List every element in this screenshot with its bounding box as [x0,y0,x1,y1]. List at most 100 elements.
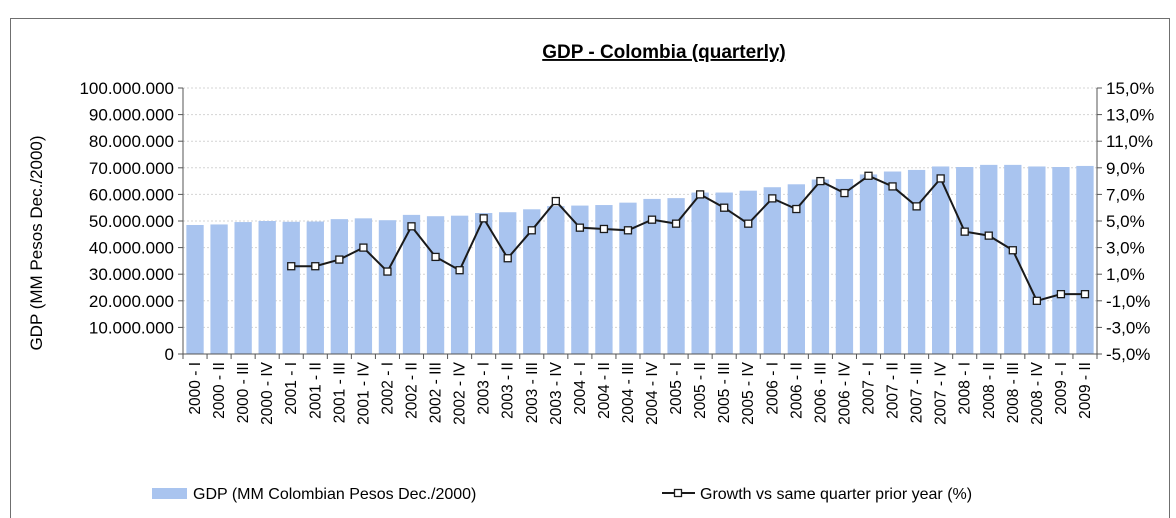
growth-point [503,254,512,263]
gdp-bar [859,174,878,354]
x-tick-label: 2001 - IV [355,361,372,425]
growth-point [335,255,344,264]
x-tick-label: 2003 - II [500,362,517,419]
left-y-ticks: 0 10.000.000 20.000.000 30.000.000 40.000.00… [79,79,183,364]
gdp-bar [1052,167,1070,354]
growth-point [888,182,897,191]
x-tick-label: 2007 - II [885,362,902,419]
legend-marker-growth [673,488,683,498]
right-y-ticks: -5,0% -3,0% -1,0% 1,0% 3,0% 5,0% 7,0% 9,0% 11,0%… [1097,79,1154,364]
gdp-bar [956,167,974,354]
x-tick-label: 2006 - I [764,362,781,415]
x-ticks: 2000 - I 2000 - II 2000 - III 2000 - IV 2001… [182,354,1098,425]
growth-point [1032,296,1042,305]
left-tick-label: 30.000.000 [89,265,174,284]
x-tick-label: 2001 - II [307,362,324,419]
growth-point [1080,289,1090,299]
x-tick-label: 2004 - IV [644,361,661,425]
legend-swatch-gdp [152,488,187,499]
x-tick-label: 2005 - I [668,362,685,415]
x-tick-label: 2008 - III [1005,362,1022,423]
gdp-bar [691,192,709,354]
right-tick-label: 13,0% [1106,106,1154,125]
growth-point [720,203,729,212]
growth-point [695,190,705,199]
growth-point [407,222,416,231]
gdp-bar [835,178,854,354]
growth-polyline [291,174,1085,302]
left-tick-label: 90.000.000 [89,106,174,125]
gdp-bar [763,187,781,354]
x-tick-label: 2008 - I [957,362,974,415]
gdp-bar [643,198,661,354]
x-tick-label: 2009 - I [1053,362,1070,415]
chart-title: GDP - Colombia (quarterly) [542,42,786,63]
x-tick-label: 2004 - II [596,362,613,419]
y-axis-label: GDP (MM Pesos Dec./2000) [27,135,46,350]
growth-point [311,262,320,271]
gdp-bar [523,209,541,354]
growth-point [768,194,777,203]
growth-point [359,243,368,252]
growth-point [1008,246,1017,255]
x-tick-label: 2007 - III [909,362,926,423]
growth-point [383,267,392,276]
gdp-bar [883,171,902,354]
gdp-bar [715,192,733,354]
x-tick-label: 2003 - I [476,362,493,415]
x-tick-label: 2007 - IV [933,361,950,425]
right-tick-label: 5,0% [1106,212,1145,231]
left-tick-label: 80.000.000 [89,132,174,151]
left-tick-label: 60.000.000 [89,185,174,204]
right-tick-label: 11,0% [1106,132,1153,151]
left-tick-label: 20.000.000 [89,292,174,311]
gdp-bar [1076,165,1094,354]
x-tick-label: 2006 - IV [836,361,853,425]
x-tick-label: 2002 - I [379,362,396,415]
gdp-bar [980,164,998,354]
gdp-bar [450,215,469,354]
growth-point [816,176,825,186]
growth-point [575,223,585,232]
right-tick-label: -5,0% [1106,345,1150,364]
growth-point [479,214,488,223]
growth-point [840,188,849,198]
x-tick-label: 2008 - IV [1029,361,1046,425]
left-tick-label: 50.000.000 [89,212,174,231]
gdp-bar [306,221,324,354]
gdp-bar [667,198,685,354]
growth-point [671,219,681,228]
gdp-bar [354,218,373,354]
gdp-bar [234,222,252,354]
gdp-bar [619,202,637,354]
gdp-bar [282,221,300,354]
right-tick-label: -1,0% [1106,292,1150,311]
x-tick-label: 2004 - III [620,362,637,423]
gdp-bar [907,169,926,354]
growth-line [287,171,1090,305]
gdp-bar [595,205,613,354]
x-tick-label: 2000 - II [211,362,228,419]
x-tick-label: 2003 - III [524,362,541,423]
x-tick-label: 2004 - I [572,362,589,415]
right-tick-label: 15,0% [1106,79,1154,98]
growth-point [936,174,945,183]
x-tick-label: 2002 - II [404,362,421,419]
left-tick-label: 100.000.000 [79,79,174,98]
right-tick-label: 9,0% [1106,159,1145,178]
right-tick-label: -3,0% [1106,318,1150,337]
growth-point [599,224,609,234]
right-tick-label: 3,0% [1106,239,1145,258]
gdp-bar [426,216,445,354]
x-tick-label: 2009 - II [1077,362,1094,419]
growth-point [960,227,969,236]
x-tick-label: 2008 - II [981,362,998,419]
growth-point [864,171,873,180]
growth-point [287,262,296,271]
x-tick-label: 2006 - II [788,362,805,419]
growth-point [1056,289,1066,299]
x-tick-label: 2000 - I [187,362,204,415]
gdp-bar [739,190,757,354]
growth-point [431,252,440,262]
